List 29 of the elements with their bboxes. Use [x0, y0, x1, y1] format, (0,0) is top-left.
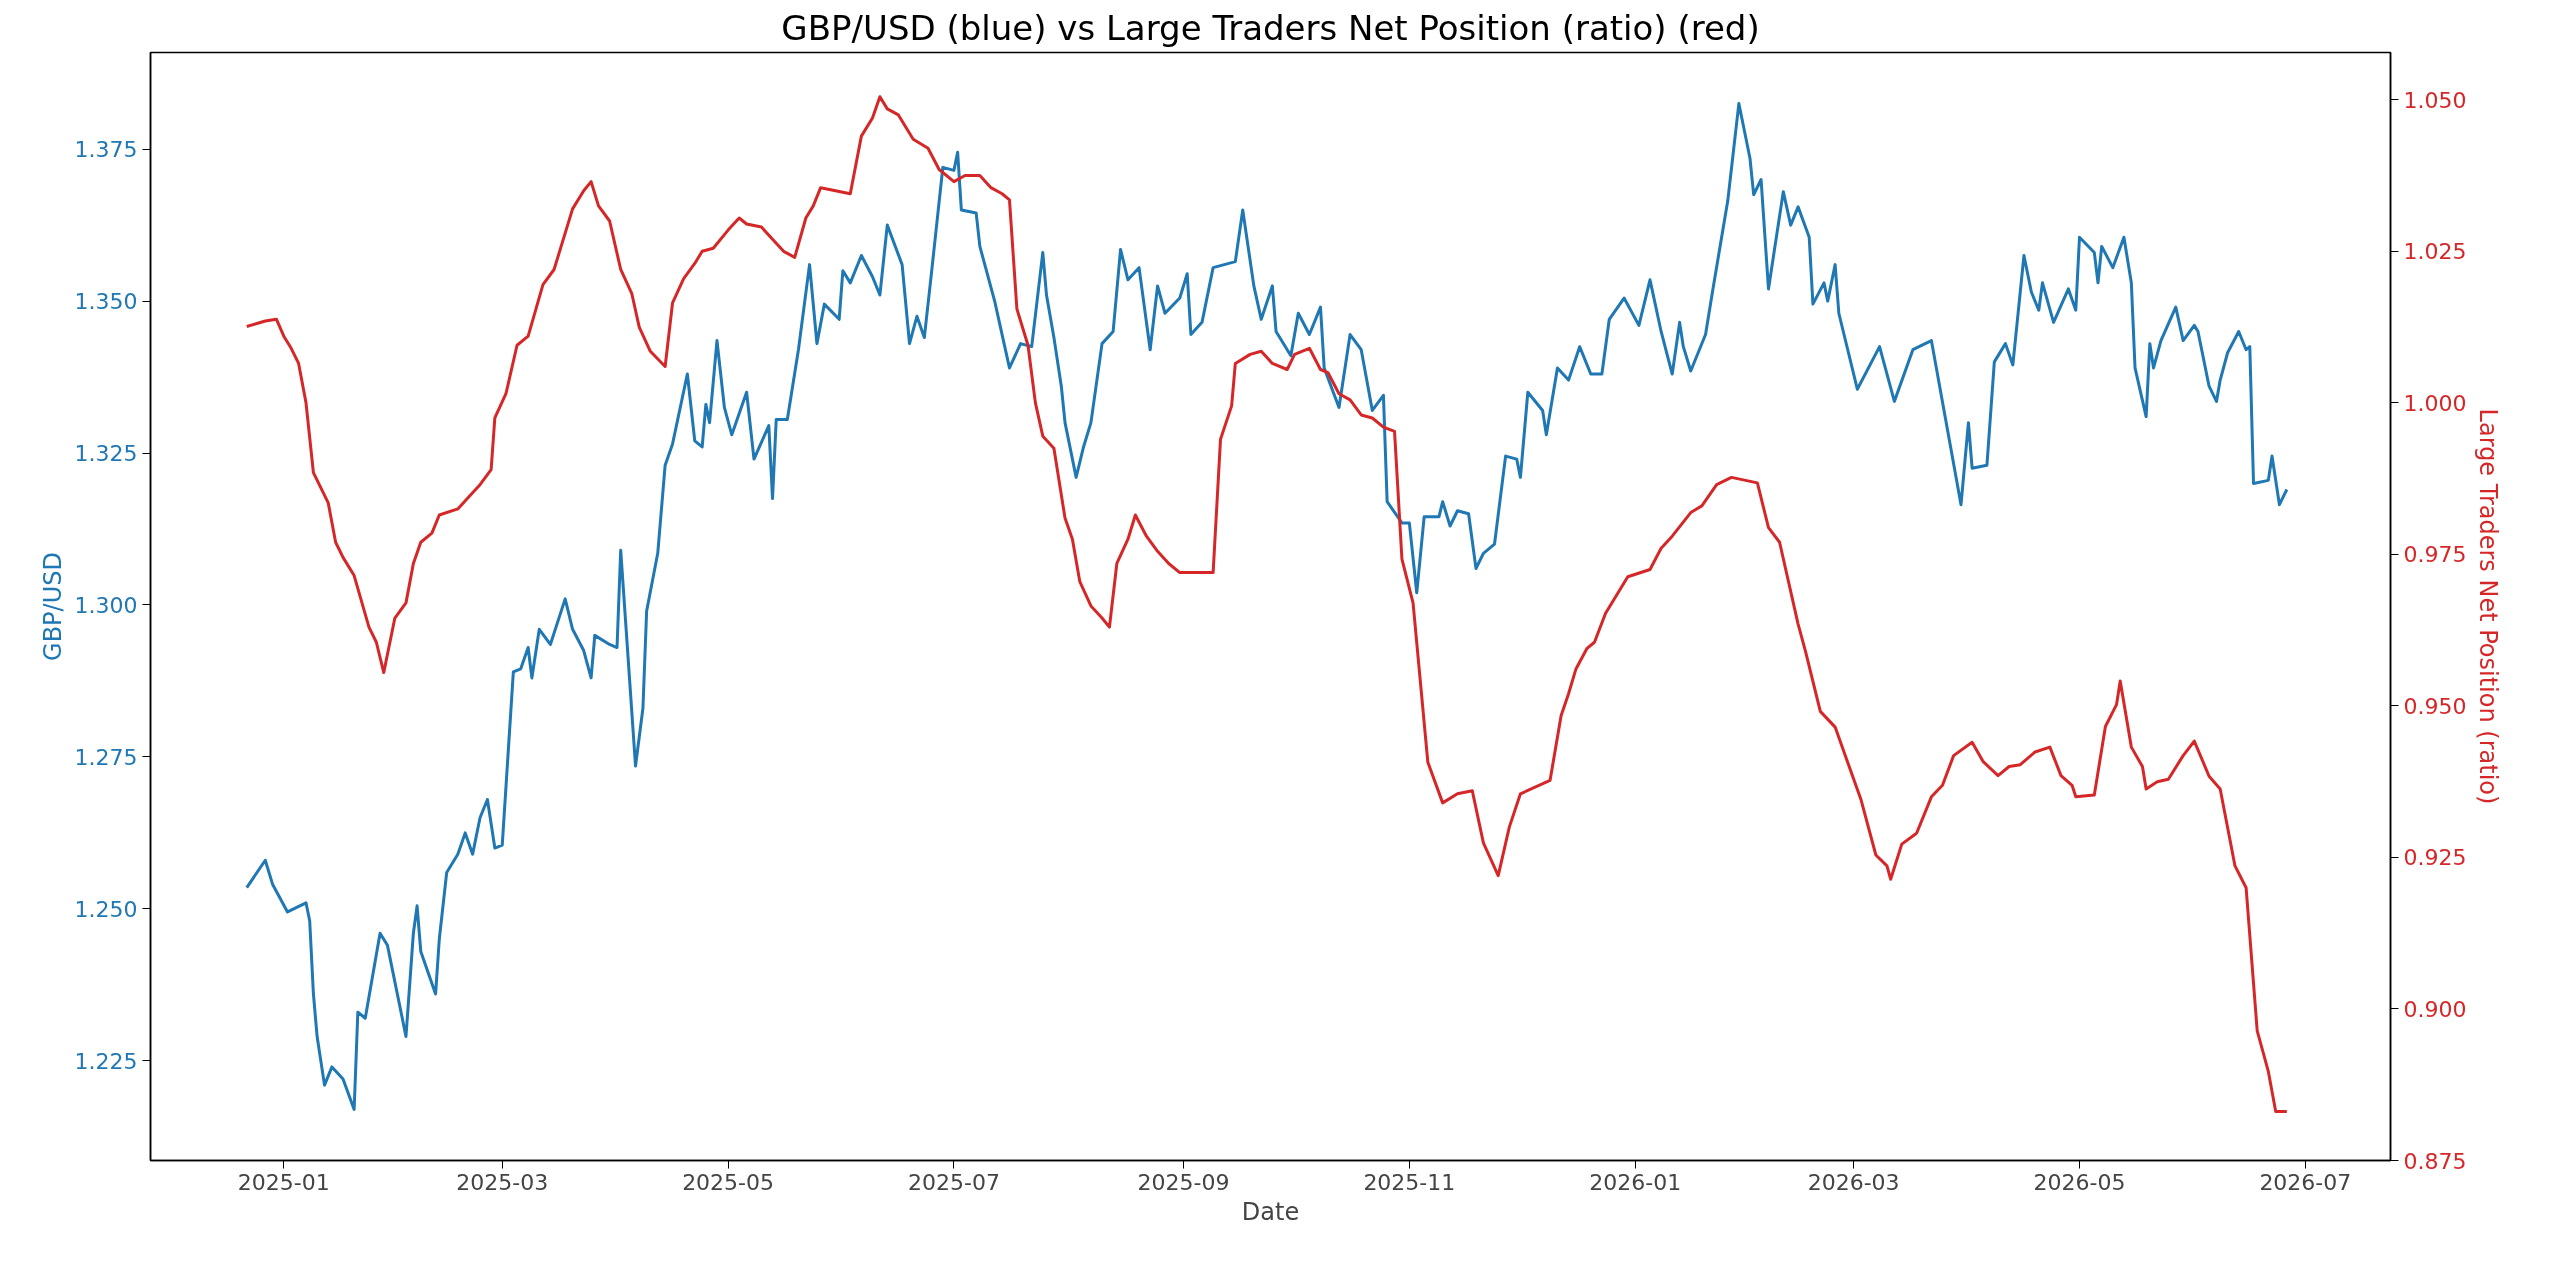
y-axis-title: GBP/USD [38, 552, 67, 661]
y-tick-label: 1.375 [74, 137, 138, 163]
y2-axis-title: Large Traders Net Position (ratio) [2474, 408, 2503, 805]
y2-tick-label: 1.025 [2403, 239, 2467, 265]
x-tick-label: 2026-01 [1589, 1169, 1682, 1195]
y-tick-label: 1.275 [74, 744, 138, 770]
y-tick-label: 1.300 [74, 592, 138, 618]
y-tick-label: 1.250 [74, 896, 138, 922]
x-tick-label: 2025-03 [456, 1169, 549, 1195]
y2-tick-label: 0.950 [2403, 693, 2467, 719]
y2-tick-label: 0.925 [2403, 845, 2467, 871]
x-tick-label: 2026-07 [2259, 1169, 2352, 1195]
x-tick-label: 2025-05 [682, 1169, 775, 1195]
x-tick-label: 2025-01 [237, 1169, 330, 1195]
y-tick-label: 1.350 [74, 289, 138, 315]
chart-title: GBP/USD (blue) vs Large Traders Net Position (ratio) (red) [781, 7, 1760, 48]
y2-tick-label: 0.875 [2403, 1148, 2467, 1174]
y2-tick-label: 1.050 [2403, 87, 2467, 113]
y-tick-label: 1.225 [74, 1048, 138, 1074]
x-tick-label: 2025-11 [1363, 1169, 1456, 1195]
y2-tick-label: 0.900 [2403, 996, 2467, 1022]
x-tick-label: 2025-07 [907, 1169, 1000, 1195]
x-tick-label: 2026-05 [2033, 1169, 2126, 1195]
y2-tick-label: 0.975 [2403, 542, 2467, 568]
x-tick-label: 2025-09 [1137, 1169, 1230, 1195]
x-axis-title: Date [1241, 1197, 1300, 1226]
y2-tick-label: 1.000 [2403, 390, 2467, 416]
x-tick-label: 2026-03 [1807, 1169, 1900, 1195]
y-tick-label: 1.325 [74, 441, 138, 467]
